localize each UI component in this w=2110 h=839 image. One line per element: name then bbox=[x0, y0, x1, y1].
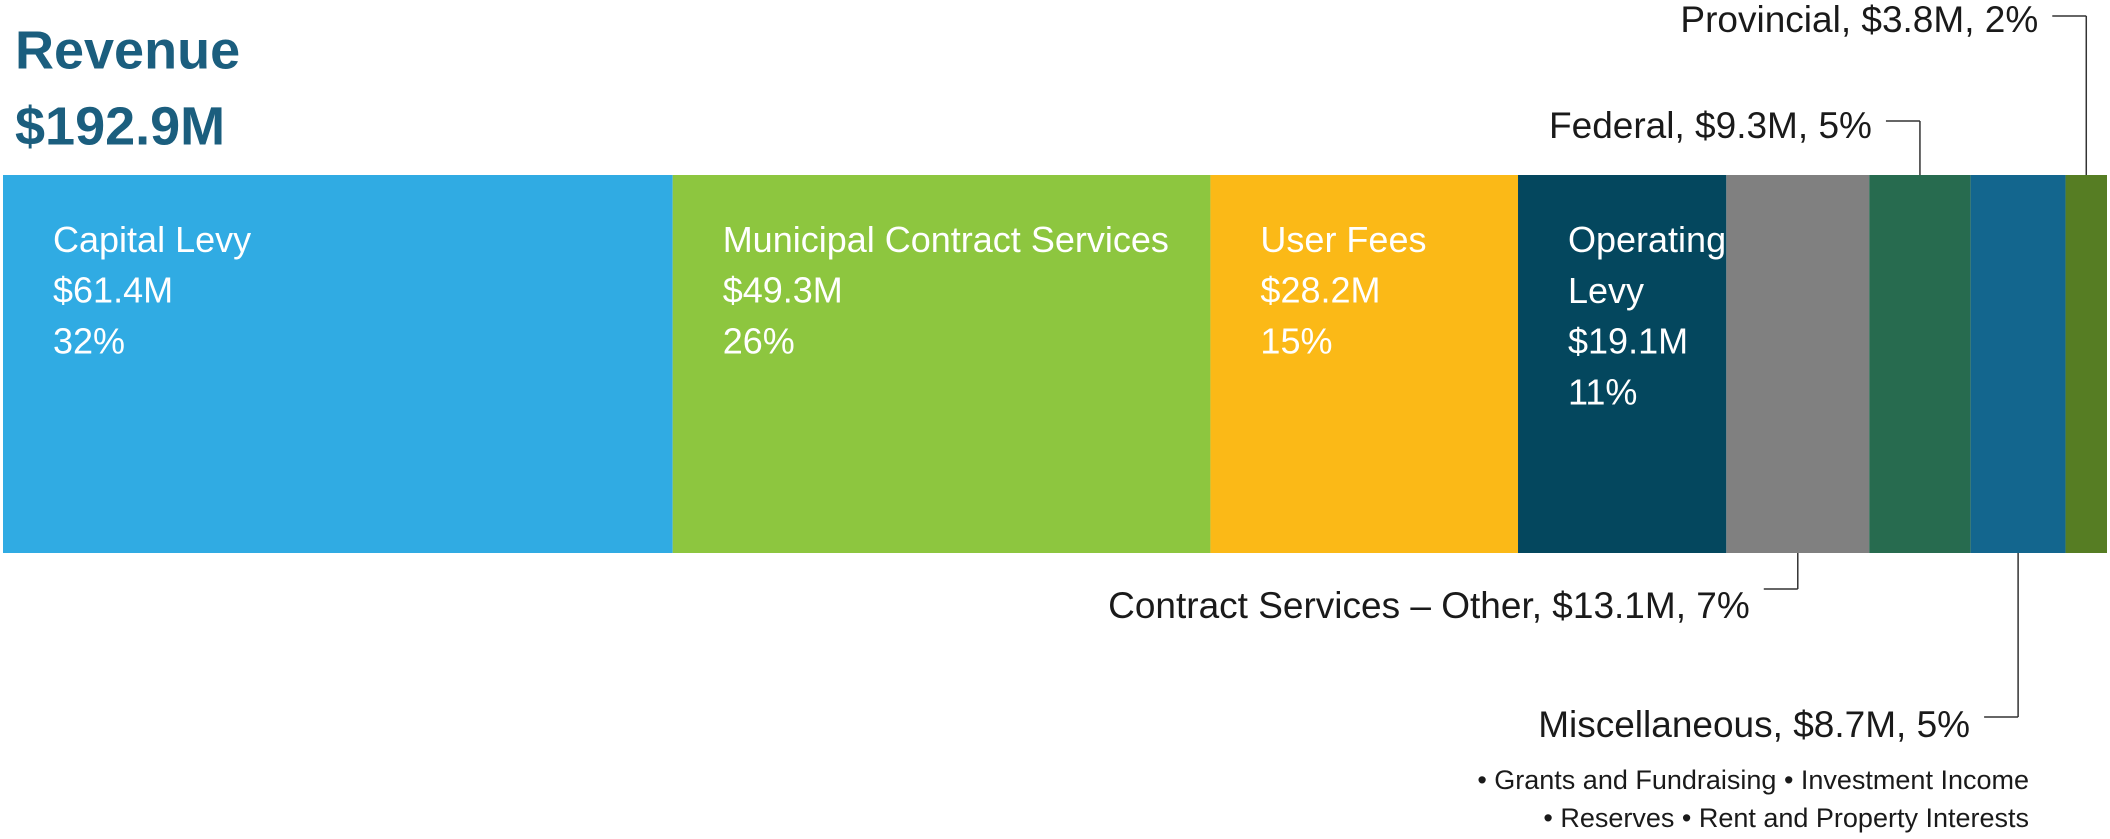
callout-percent: 5% bbox=[1917, 704, 1970, 745]
note: • Reserves • Rent and Property Interests bbox=[1543, 803, 2029, 833]
chart-title: Revenue bbox=[15, 20, 240, 80]
callout-label: Contract Services – Other, $13.1M, 7% bbox=[1108, 585, 1750, 626]
callout-name: Miscellaneous bbox=[1538, 704, 1772, 745]
bar-segment bbox=[2065, 175, 2107, 553]
callout-value: $9.3M bbox=[1695, 105, 1798, 146]
callout-name: Federal bbox=[1549, 105, 1674, 146]
chart-subtitle: $192.9M bbox=[15, 96, 225, 156]
callout-value: $13.1M bbox=[1552, 585, 1675, 626]
segment-percent: 32% bbox=[53, 321, 125, 362]
text-line: Capital Levy bbox=[53, 219, 251, 260]
callout-name: Provincial bbox=[1680, 0, 1840, 40]
segment-percent: 26% bbox=[723, 321, 795, 362]
callout-label: Provincial, $3.8M, 2% bbox=[1680, 0, 2038, 40]
callout-label: Federal, $9.3M, 5% bbox=[1549, 105, 1872, 146]
segment-value: $19.1M bbox=[1568, 321, 1688, 362]
callout-label: Miscellaneous, $8.7M, 5% bbox=[1538, 704, 1970, 745]
bar-segment bbox=[1726, 175, 1870, 553]
bar-segment bbox=[672, 175, 1211, 553]
callout-percent: 7% bbox=[1696, 585, 1749, 626]
callout-value: $3.8M bbox=[1861, 0, 1964, 40]
callout-name: Contract Services – Other bbox=[1108, 585, 1533, 626]
segment-percent: 11% bbox=[1568, 372, 1637, 413]
segment-name: Municipal Contract Services bbox=[723, 219, 1169, 260]
segment-name: Capital Levy bbox=[53, 219, 251, 260]
segment-value: $49.3M bbox=[723, 270, 843, 311]
bar-segment bbox=[3, 175, 673, 553]
segment-value: $28.2M bbox=[1260, 270, 1380, 311]
text-line: Municipal Contract Services bbox=[723, 219, 1169, 260]
text-line: Operating bbox=[1568, 219, 1726, 260]
text-line: Levy bbox=[1568, 270, 1644, 311]
segment-name: User Fees bbox=[1260, 219, 1426, 260]
bar-segment bbox=[1869, 175, 1971, 553]
note: • Grants and Fundraising • Investment In… bbox=[1477, 765, 2029, 795]
bar-segment bbox=[1210, 175, 1519, 553]
callout-percent: 2% bbox=[1985, 0, 2038, 40]
segment-percent: 15% bbox=[1260, 321, 1332, 362]
text-line: User Fees bbox=[1260, 219, 1426, 260]
callout-value: $8.7M bbox=[1793, 704, 1896, 745]
callout-percent: 5% bbox=[1818, 105, 1871, 146]
bar-segment bbox=[1970, 175, 2066, 553]
bar-segment bbox=[1518, 175, 1727, 553]
segment-name: Operating Levy bbox=[1568, 219, 1726, 311]
segment-value: $61.4M bbox=[53, 270, 173, 311]
